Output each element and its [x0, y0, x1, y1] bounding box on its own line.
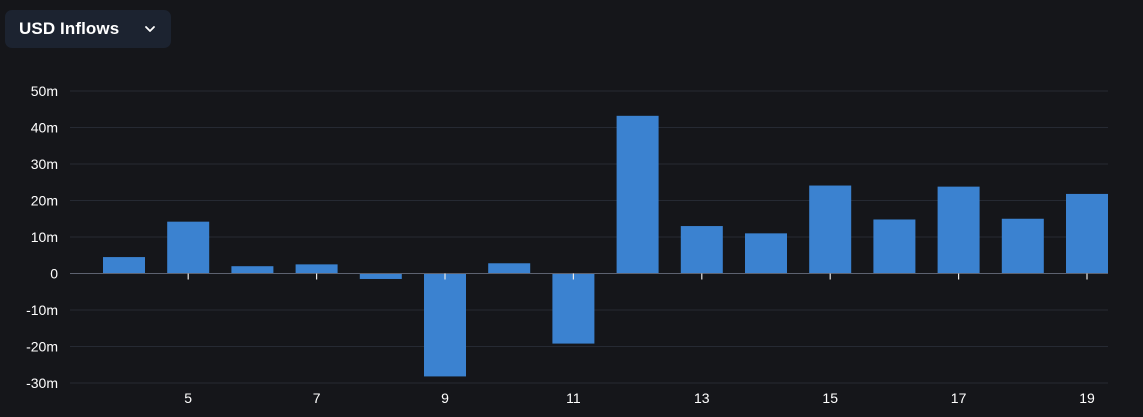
bar[interactable] — [424, 273, 466, 377]
y-tick-label: -10m — [26, 302, 58, 318]
metric-dropdown[interactable]: USD Inflows — [5, 10, 171, 48]
bar[interactable] — [167, 221, 210, 274]
y-tick-label: 0 — [50, 266, 58, 282]
x-tick-label: 17 — [951, 390, 967, 406]
bar[interactable] — [103, 257, 145, 274]
y-tick-label: -20m — [26, 339, 58, 355]
bar[interactable] — [809, 185, 852, 274]
y-tick-label: 40m — [31, 120, 58, 136]
axes — [70, 273, 1108, 280]
bars — [103, 115, 1108, 377]
y-tick-label: -30m — [26, 375, 58, 391]
y-tick-label: 10m — [31, 229, 58, 245]
bar[interactable] — [745, 233, 787, 274]
bar[interactable] — [359, 273, 402, 279]
metric-dropdown-label: USD Inflows — [19, 19, 120, 38]
y-tick-label: 50m — [31, 83, 58, 99]
x-tick-label: 15 — [822, 390, 838, 406]
y-tick-label: 20m — [31, 193, 58, 209]
bar[interactable] — [552, 273, 595, 344]
bar[interactable] — [616, 115, 659, 274]
bar[interactable] — [1001, 218, 1044, 274]
bar[interactable] — [873, 219, 916, 274]
bar[interactable] — [680, 226, 723, 274]
x-tick-label: 11 — [566, 390, 581, 406]
bar[interactable] — [1066, 193, 1108, 274]
x-tick-label: 19 — [1079, 390, 1095, 406]
bar[interactable] — [937, 186, 980, 274]
bar[interactable] — [231, 266, 274, 274]
x-tick-label: 9 — [441, 390, 449, 406]
bar[interactable] — [295, 264, 338, 274]
x-tick-label: 13 — [694, 390, 710, 406]
bar[interactable] — [488, 263, 531, 274]
y-tick-label: 30m — [31, 156, 58, 172]
x-tick-label: 7 — [313, 390, 321, 406]
tick-labels: 50m 40m 30m 20m 10m 0 -10m -20m -30m 5 7 9 11 13 15 17 1… — [26, 83, 1095, 406]
x-tick-label: 5 — [184, 390, 192, 406]
chevron-down-icon[interactable] — [144, 24, 156, 34]
